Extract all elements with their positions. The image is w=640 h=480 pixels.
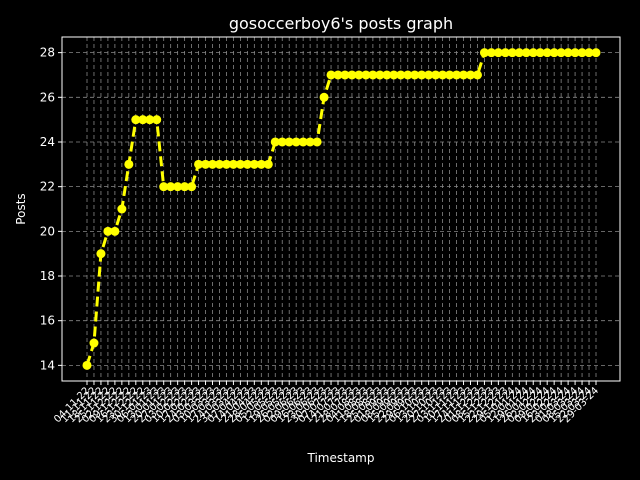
data-point: [201, 159, 211, 169]
data-point: [535, 48, 545, 58]
data-point: [389, 70, 399, 80]
data-point: [465, 70, 475, 80]
data-point: [410, 70, 420, 80]
data-point: [403, 70, 413, 80]
data-point: [173, 182, 183, 192]
data-point: [214, 159, 224, 169]
data-point: [242, 159, 252, 169]
data-point: [417, 70, 427, 80]
data-point: [221, 159, 231, 169]
plot-frame: [61, 36, 621, 382]
data-point: [305, 137, 315, 147]
data-point: [584, 48, 594, 58]
data-point: [368, 70, 378, 80]
data-point: [333, 70, 343, 80]
data-point: [103, 226, 113, 236]
data-point: [577, 48, 587, 58]
data-point: [438, 70, 448, 80]
data-point: [424, 70, 434, 80]
data-point: [89, 338, 99, 348]
data-point: [117, 204, 127, 214]
x-axis-label: Timestamp: [307, 451, 375, 465]
y-tick-label: 22: [40, 180, 55, 194]
data-point: [159, 182, 169, 192]
data-point: [514, 48, 524, 58]
y-tick-label: 18: [40, 269, 55, 283]
data-point: [382, 70, 392, 80]
data-point: [152, 115, 162, 125]
data-point: [500, 48, 510, 58]
data-point: [110, 226, 120, 236]
data-point: [549, 48, 559, 58]
data-point: [556, 48, 566, 58]
data-point: [208, 159, 218, 169]
data-point: [291, 137, 301, 147]
data-point: [459, 70, 469, 80]
data-point: [138, 115, 148, 125]
data-point: [507, 48, 517, 58]
data-point: [347, 70, 357, 80]
data-point: [277, 137, 287, 147]
data-point: [326, 70, 336, 80]
data-point: [96, 249, 106, 259]
data-point: [472, 70, 482, 80]
data-point: [194, 159, 204, 169]
y-axis-label: Posts: [14, 193, 28, 224]
data-point: [270, 137, 280, 147]
data-point: [298, 137, 308, 147]
data-point: [542, 48, 552, 58]
y-tick-label: 24: [40, 135, 55, 149]
data-point: [521, 48, 531, 58]
data-point: [563, 48, 573, 58]
chart-title: gosoccerboy6's posts graph: [229, 14, 453, 33]
data-point: [493, 48, 503, 58]
data-point: [486, 48, 496, 58]
data-point: [284, 137, 294, 147]
data-point: [180, 182, 190, 192]
data-point: [312, 137, 322, 147]
data-point: [591, 48, 601, 58]
data-point: [431, 70, 441, 80]
data-point: [256, 159, 266, 169]
data-point: [340, 70, 350, 80]
data-point: [145, 115, 155, 125]
data-point: [452, 70, 462, 80]
y-tick-label: 16: [40, 314, 55, 328]
data-point: [124, 159, 134, 169]
y-tick-label: 28: [40, 46, 55, 60]
data-point: [479, 48, 489, 58]
data-point: [82, 360, 92, 370]
data-point: [187, 182, 197, 192]
y-tick-label: 20: [40, 224, 55, 238]
y-tick-label: 26: [40, 90, 55, 104]
data-point: [131, 115, 141, 125]
data-point: [263, 159, 273, 169]
data-point: [396, 70, 406, 80]
data-point: [228, 159, 238, 169]
data-point: [528, 48, 538, 58]
data-point: [570, 48, 580, 58]
data-point: [375, 70, 385, 80]
data-point: [361, 70, 371, 80]
data-point: [354, 70, 364, 80]
data-point: [249, 159, 259, 169]
data-point: [166, 182, 176, 192]
data-point: [445, 70, 455, 80]
y-tick-label: 14: [40, 358, 55, 372]
data-point: [235, 159, 245, 169]
data-point: [319, 92, 329, 102]
